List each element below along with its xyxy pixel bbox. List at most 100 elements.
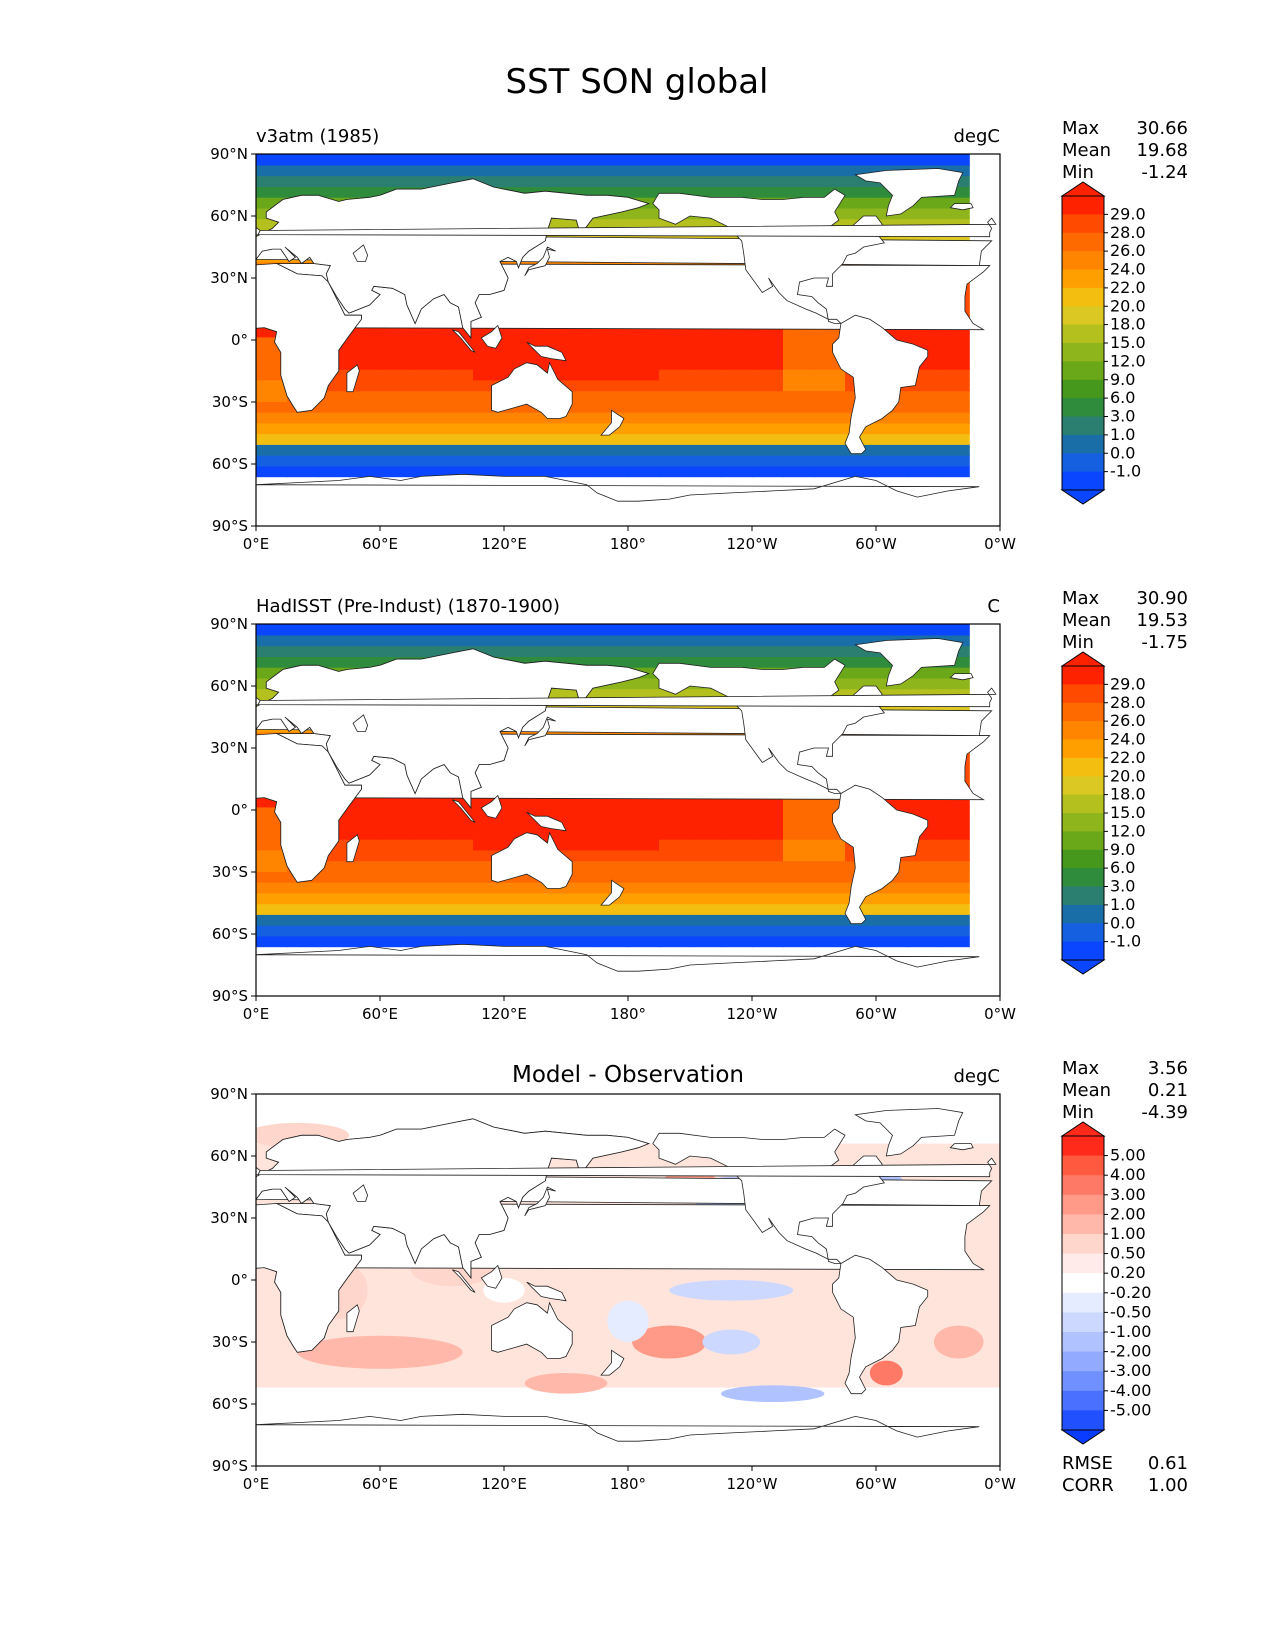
lat-tick-label: 60°S [212,925,248,943]
stat-label: Mean [1062,140,1111,161]
lat-tick-label: 90°S [212,1457,248,1475]
lon-tick-label: 60°E [362,1475,398,1493]
stat-value: 0.61 [1148,1453,1188,1474]
colorbar-tick-label: 26.0 [1110,241,1146,260]
colorbar-tick-label: -5.00 [1110,1400,1151,1419]
stat-label: Min [1062,632,1094,653]
continent-madagascar [346,1304,360,1333]
colorbar-tick-label: -0.20 [1110,1283,1151,1302]
colorbar: 29.028.026.024.022.020.018.015.012.09.06… [1060,651,1146,975]
continent-madagascar [346,364,360,393]
colorbar-tick-label: 12.0 [1110,821,1146,840]
lat-tick-label: 0° [231,1271,248,1289]
continent-africa-west [256,733,362,883]
panel-units: degC [954,126,1001,147]
lon-tick-label: 60°W [855,535,897,553]
continent-sumatra [452,799,476,823]
lat-tick-label: 90°N [210,1085,248,1103]
continent-iceland [949,203,974,211]
continent-uk-west [256,1166,261,1176]
continent-newzealand [600,1349,625,1376]
continent-newguinea [526,341,567,362]
lon-tick-label: 180° [610,535,646,553]
lat-tick-label: 30°S [212,1333,248,1351]
lat-tick-label: 30°N [210,269,248,287]
colorbar-tick-label: 5.00 [1110,1146,1146,1165]
continent-uk-west [256,696,261,706]
lon-tick-label: 120°W [727,1475,778,1493]
stat-label: Max [1062,118,1100,139]
colorbar-tick-label: 18.0 [1110,785,1146,804]
lon-tick-label: 180° [610,1005,646,1023]
colorbar-tick-label: 20.0 [1110,766,1146,785]
lat-tick-label: 60°N [210,677,248,695]
colorbar-tick-label: 3.00 [1110,1185,1146,1204]
continent-antarctica [256,1413,980,1466]
lat-tick-label: 90°N [210,145,248,163]
continent-iceland [949,673,974,681]
continent-sumatra [452,1269,476,1293]
lon-tick-label: 0°W [984,1005,1016,1023]
colorbar-tick-label: 22.0 [1110,748,1146,767]
lon-tick-label: 180° [610,1475,646,1493]
lon-tick-label: 0°E [243,535,270,553]
lat-tick-label: 30°N [210,739,248,757]
lon-tick-label: 120°W [727,535,778,553]
continent-eurasia-west [256,648,650,810]
colorbar-tick-label: 0.20 [1110,1263,1146,1282]
colorbar: 29.028.026.024.022.020.018.015.012.09.06… [1060,181,1146,505]
colorbar-tick-label: 6.0 [1110,388,1135,407]
lat-tick-label: 60°S [212,455,248,473]
continent-newguinea [526,1281,567,1302]
continent-caspian [352,1184,369,1202]
continent-greenland [854,638,964,687]
colorbar-tick-label: 1.0 [1110,895,1135,914]
lon-tick-label: 0°W [984,1475,1016,1493]
continent-iceland [949,1143,974,1151]
stat-label: Min [1062,1102,1094,1123]
lat-tick-label: 90°S [212,987,248,1005]
stat-label: Max [1062,1058,1100,1079]
continent-newzealand [600,409,625,436]
panel-units: degC [954,1066,1001,1087]
lat-tick-label: 60°N [210,207,248,225]
continent-australia [491,361,573,419]
lon-tick-label: 60°W [855,1005,897,1023]
stat-label: Mean [1062,610,1111,631]
lon-tick-label: 0°W [984,535,1016,553]
colorbar-tick-label: 20.0 [1110,296,1146,315]
panel-units: C [987,596,1000,617]
lon-tick-label: 60°E [362,1005,398,1023]
colorbar-tick-label: 1.00 [1110,1224,1146,1243]
colorbar: 5.004.003.002.001.000.500.20-0.20-0.50-1… [1060,1121,1151,1445]
colorbar-tick-label: -3.00 [1110,1361,1151,1380]
stat-value: -4.39 [1141,1102,1188,1123]
colorbar-tick-label: 4.00 [1110,1165,1146,1184]
colorbar-tick-label: 18.0 [1110,315,1146,334]
colorbar-tick-label: 15.0 [1110,333,1146,352]
lat-tick-label: 60°S [212,1395,248,1413]
continent-australia [491,831,573,889]
colorbar-tick-label: 26.0 [1110,711,1146,730]
panel-left-title: v3atm (1985) [256,126,379,147]
colorbar-tick-label: 9.0 [1110,840,1135,859]
lon-tick-label: 0°E [243,1005,270,1023]
lon-tick-label: 120°E [481,535,527,553]
stat-value: 1.00 [1148,1475,1188,1496]
continent-japan [524,1186,556,1217]
lat-tick-label: 0° [231,331,248,349]
continent-antarctica [256,943,980,996]
continent-namerica [652,188,886,324]
lat-tick-label: 0° [231,801,248,819]
continent-borneo [480,324,503,349]
colorbar-tick-label: 0.0 [1110,443,1135,462]
lat-tick-label: 30°N [210,1209,248,1227]
colorbar-tick-label: 3.0 [1110,407,1135,426]
stat-value: 19.68 [1136,140,1188,161]
stat-label: RMSE [1062,1453,1113,1474]
stat-label: Mean [1062,1080,1111,1101]
panel-3: 90°N 60°N 30°N 0° 30°S 60°S 90°S0°E 60°E 120°E 18… [210,1058,1188,1496]
continent-madagascar [346,834,360,863]
continent-antarctica [256,473,980,526]
colorbar-tick-label: -1.0 [1110,932,1141,951]
